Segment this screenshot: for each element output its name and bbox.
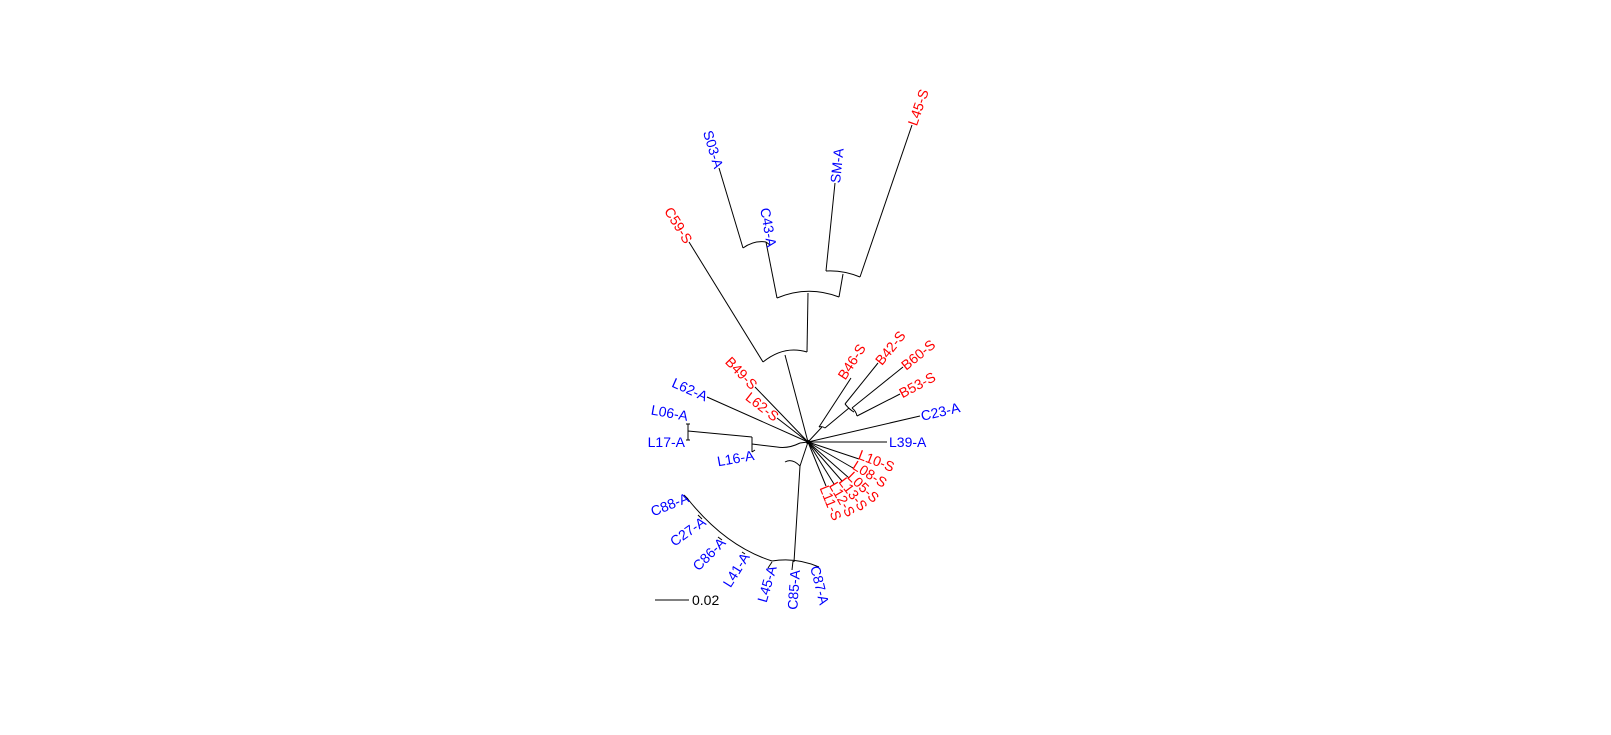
node-b46-clade (818, 426, 826, 429)
branch-l11s (807, 441, 827, 487)
branch-l08s (807, 441, 854, 469)
tip-label-l39a: L39-A (889, 434, 927, 450)
branch-upper-pair-stem (806, 292, 809, 353)
tip-label-c87a: C87-A (807, 564, 832, 607)
tip-label-c23a: C23-A (919, 399, 962, 424)
branch-l12s (807, 441, 835, 485)
branch-sma (825, 182, 836, 272)
branch-l16a (751, 449, 756, 453)
branch-b46s (818, 377, 852, 428)
branch-c59s (688, 241, 764, 363)
tip-label-c43a: C43-A (757, 207, 780, 250)
branch-l62a (706, 396, 809, 443)
tip-label-l17a: L17-A (648, 434, 686, 450)
branch-l10s (807, 441, 860, 460)
branches (683, 124, 921, 571)
branch-b60s (851, 366, 904, 409)
branch-b49s (754, 386, 809, 443)
tip-label-c86a: C86-A (689, 534, 729, 574)
branch-c-clade-to-root (799, 441, 809, 467)
node-c85-c87 (771, 559, 820, 568)
branch-s03a-c43a-stem (765, 241, 778, 299)
branch-c43a (765, 241, 771, 246)
node-b42-b60-b53 (844, 403, 855, 413)
tip-label-c85a: C85-A (784, 569, 803, 610)
node-sma-l45s (825, 270, 861, 278)
tip-label-c27a: C27-A (667, 513, 709, 549)
node-c-clade-arc (686, 497, 773, 562)
branch-upper-stem (784, 354, 809, 443)
branch-l06-l17-stem (687, 430, 753, 438)
tip-label-c88a: C88-A (648, 489, 691, 519)
tip-label-b49s: B49-S (722, 353, 761, 392)
branch-b42-clade-stem (824, 407, 850, 429)
branch-l45s (859, 124, 913, 278)
tip-label-l06a: L06-A (650, 402, 690, 424)
branch-l13s (807, 441, 843, 482)
tip-label-c59s: C59-S (661, 204, 696, 246)
branch-b42s (844, 362, 879, 405)
branch-c23a (807, 415, 921, 443)
tip-label-s03a: S03-A (700, 128, 727, 171)
branch-b53s (856, 393, 901, 417)
node-upper (762, 349, 808, 363)
branch-c-clade-stem (793, 465, 801, 563)
tip-label-b53s: B53-S (896, 369, 938, 401)
branch-s03a (718, 167, 744, 249)
node-upper-pair (776, 290, 840, 299)
branch-c85a (791, 560, 794, 571)
branch-l16-clade-stem (751, 443, 778, 448)
tip-label-l41a: L41-A (719, 549, 753, 590)
tip-label-l45s: L45-S (904, 87, 931, 128)
scale-bar-label: 0.02 (692, 592, 719, 608)
branch-b46-clade-stem (807, 426, 823, 443)
tip-label-sma: SM-A (827, 147, 847, 184)
node-s03a-c43a (742, 241, 767, 249)
branch-c86a (717, 536, 723, 541)
branch-c27a (697, 514, 703, 520)
root-node (806, 440, 810, 444)
tip-label-l45a: L45-A (754, 563, 780, 604)
tip-labels: S03-A C43-A SM-A L45-S C59-S B49-S L62-A… (648, 87, 962, 610)
branch-c88a (683, 494, 689, 500)
tip-label-l16a: L16-A (716, 447, 756, 469)
tip-label-l62a: L62-A (670, 374, 711, 404)
node-b60-b53 (851, 407, 858, 417)
node-l16-clade (776, 442, 801, 448)
tip-label-b46s: B46-S (834, 341, 869, 382)
branch-l62s (776, 417, 809, 443)
branch-l05s (807, 441, 850, 479)
branch-sma-l45s-stem (838, 273, 844, 298)
branch-l45a (767, 561, 773, 569)
branch-l41a (741, 551, 746, 555)
scale-bar: 0.02 (655, 592, 719, 608)
node-c-clade-junction (784, 460, 801, 467)
